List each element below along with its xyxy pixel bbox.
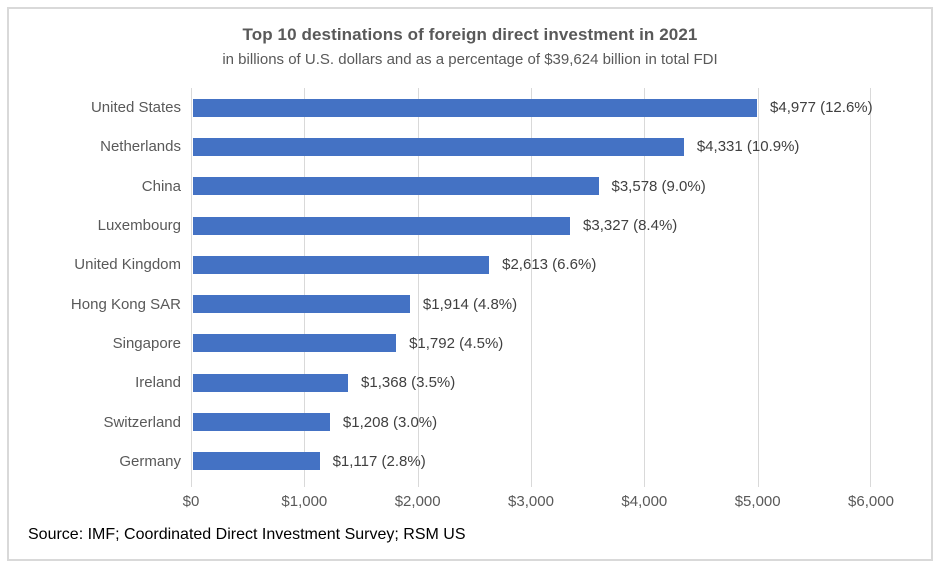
category-label: Hong Kong SAR: [70, 295, 181, 313]
bar-value-label: $1,792 (4.5%): [409, 334, 504, 352]
x-tick-label: $3,000: [508, 493, 554, 510]
gridline: [644, 88, 646, 487]
bar: [193, 373, 349, 392]
bar: [193, 295, 410, 314]
bar-value-label: $1,117 (2.8%): [332, 452, 426, 470]
category-label: Switzerland: [103, 413, 181, 431]
bar-value-label: $1,368 (3.5%): [361, 374, 456, 392]
bar-value-label: $1,208 (3.0%): [342, 413, 438, 431]
bar: [193, 137, 684, 156]
plot-area: $4,977 (12.6%) $4,331 (10.9%) $3,578 (9.0%…: [191, 88, 873, 487]
chart-frame: Top 10 destinations of foreign direct in…: [7, 7, 933, 561]
x-tick-label: $4,000: [621, 493, 668, 510]
bar: [193, 334, 397, 353]
bar-value-label: $3,578 (9.0%): [611, 177, 706, 195]
gridline: [870, 88, 871, 487]
category-label: Netherlands: [100, 138, 181, 156]
category-label: Singapore: [112, 334, 181, 352]
category-label: United Kingdom: [74, 256, 181, 274]
bar-value-label: $4,977 (12.6%): [770, 99, 873, 117]
category-label: Ireland: [135, 374, 181, 392]
bar-value-label: $1,914 (4.8%): [422, 295, 518, 313]
gridline: [191, 88, 192, 487]
bar: [193, 216, 571, 235]
bar: [193, 177, 599, 196]
category-label: Germany: [119, 452, 181, 470]
gridline: [417, 88, 419, 487]
gridline: [757, 88, 759, 487]
chart-subtitle: in billions of U.S. dollars and as a per…: [222, 51, 718, 68]
bar: [193, 255, 490, 274]
x-tick-label: $5,000: [734, 493, 781, 510]
x-tick-label: $0: [182, 493, 200, 510]
category-label: Luxembourg: [97, 217, 181, 235]
chart-title: Top 10 destinations of foreign direct in…: [242, 25, 698, 44]
x-axis-tick-labels: $0 $1,000 $2,000 $3,000 $4,000 $5,000 $6,000: [183, 493, 894, 513]
bar-value-label: $4,331 (10.9%): [696, 138, 800, 156]
category-label: United States: [90, 99, 181, 117]
x-tick-label: $1,000: [281, 493, 328, 510]
y-axis-category-labels: United States Netherlands China Luxembourg U…: [9, 88, 181, 481]
bar: [193, 452, 320, 471]
source-note: Source: IMF; Coordinated Direct Investme…: [28, 526, 466, 543]
bar: [193, 413, 330, 432]
x-tick-label: $6,000: [848, 493, 894, 510]
bar: [193, 98, 758, 117]
bar-value-label: $2,613 (6.6%): [502, 256, 597, 274]
gridline: [531, 88, 532, 487]
gridline: [304, 88, 306, 487]
bar-value-label: $3,327 (8.4%): [583, 217, 678, 235]
x-tick-label: $2,000: [394, 493, 441, 510]
category-label: China: [141, 177, 181, 195]
